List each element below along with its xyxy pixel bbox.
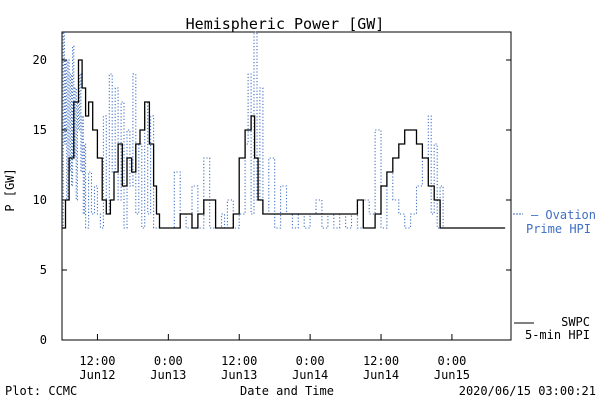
x-axis-ticks: 12:00Jun120:00Jun1312:00Jun130:00Jun1412…: [79, 334, 470, 382]
legend-ovation-sublabel: Prime HPI: [526, 222, 591, 236]
x-tick-date-label: Jun14: [292, 368, 328, 382]
plot-credit: Plot: CCMC: [5, 384, 77, 398]
x-tick-date-label: Jun12: [79, 368, 115, 382]
x-tick-time-label: 12:00: [79, 354, 115, 368]
legend-swpc-sublabel: 5-min HPI: [525, 328, 590, 342]
legend-ovation: — Ovation Prime HPI: [513, 208, 596, 236]
x-tick-date-label: Jun13: [150, 368, 186, 382]
y-tick-label: 0: [40, 333, 47, 347]
series-line-swpc: [62, 59, 506, 229]
y-axis-ticks: 0 5 10 15 20: [33, 53, 511, 347]
legend-ovation-label: — Ovation: [531, 208, 596, 222]
chart-title: Hemispheric Power [GW]: [186, 15, 385, 33]
y-axis-label: P [GW]: [3, 168, 17, 211]
series-layer: [62, 31, 506, 229]
x-tick-time-label: 0:00: [154, 354, 183, 368]
timestamp: 2020/06/15 03:00:21: [459, 384, 596, 398]
x-tick-time-label: 12:00: [221, 354, 257, 368]
x-tick-date-label: Jun14: [363, 368, 399, 382]
x-tick-time-label: 0:00: [437, 354, 466, 368]
legend-swpc: SWPC 5-min HPI: [514, 315, 590, 342]
series-line-ovation: [62, 31, 506, 229]
y-tick-label: 5: [40, 263, 47, 277]
plot-frame: [61, 31, 512, 341]
y-tick-label: 15: [33, 123, 47, 137]
x-tick-date-label: Jun15: [434, 368, 470, 382]
legend-swpc-label: SWPC: [561, 315, 590, 329]
x-tick-time-label: 12:00: [363, 354, 399, 368]
x-tick-date-label: Jun13: [221, 368, 257, 382]
y-tick-label: 10: [33, 193, 47, 207]
y-tick-label: 20: [33, 53, 47, 67]
x-axis-label: Date and Time: [240, 384, 334, 398]
x-tick-time-label: 0:00: [296, 354, 325, 368]
